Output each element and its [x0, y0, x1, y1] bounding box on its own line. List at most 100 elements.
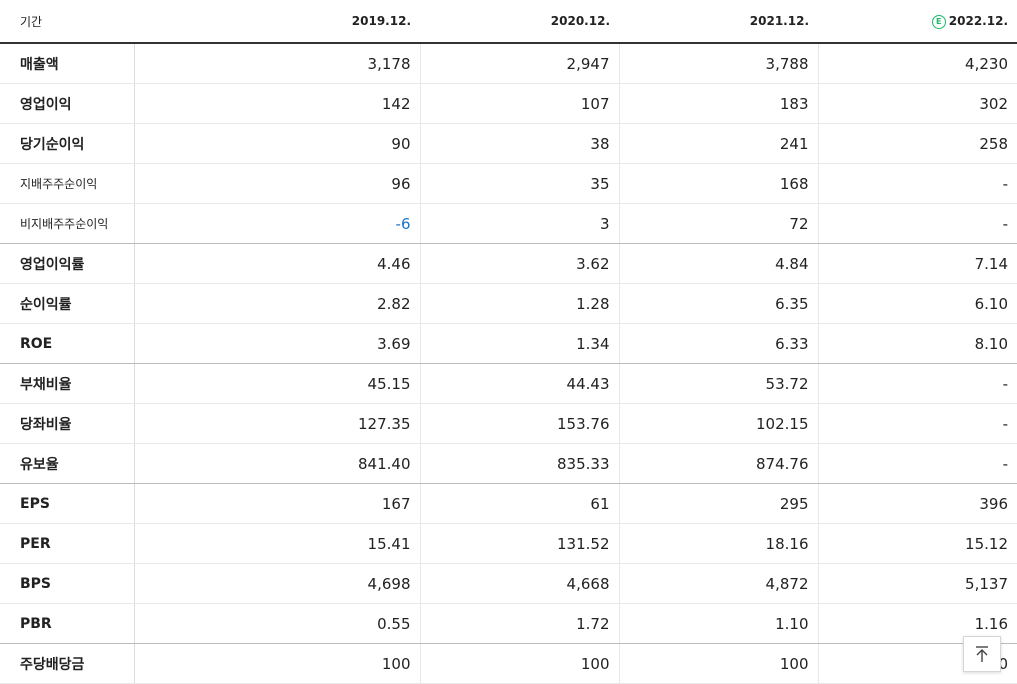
year-header-label: 2022.12. [948, 13, 1008, 28]
table-cell: - [817, 443, 1017, 484]
table-row: 부채비율 45.15 44.43 53.72 - [0, 363, 1017, 404]
table-row: 당기순이익 90 38 241 258 [0, 123, 1017, 164]
table-cell: 4.84 [618, 243, 818, 284]
table-cell: 45.15 [133, 363, 420, 404]
row-label: EPS [0, 483, 135, 524]
table-cell: 0.55 [133, 603, 420, 644]
table-row: 비지배주주순이익 -6 3 72 - [0, 203, 1017, 244]
row-label: 주당배당금 [0, 643, 135, 684]
table-cell: 35 [419, 163, 619, 204]
row-label: 당기순이익 [0, 123, 135, 164]
table-cell: 4,872 [618, 563, 818, 604]
table-cell: 107 [419, 83, 619, 124]
table-cell: 302 [817, 83, 1017, 124]
table-cell: 168 [618, 163, 818, 204]
scroll-to-top-button[interactable] [963, 636, 1001, 672]
row-label: ROE [0, 323, 135, 364]
table-cell: 4,668 [419, 563, 619, 604]
table-cell: 1.28 [419, 283, 619, 324]
header-row: 기간 2019.12. 2020.12. 2021.12. E 2022.12. [0, 0, 1017, 44]
table-cell: 44.43 [419, 363, 619, 404]
table-cell: 15.12 [817, 523, 1017, 564]
table-cell: 100 [419, 643, 619, 684]
year-header: 2019.12. [134, 0, 420, 44]
table-cell: 5,137 [817, 563, 1017, 604]
row-label: 당좌비율 [0, 403, 135, 444]
table-row: PER 15.41 131.52 18.16 15.12 [0, 523, 1017, 564]
table-cell: 2,947 [419, 43, 619, 84]
table-cell: 38 [419, 123, 619, 164]
table-cell: 1.34 [419, 323, 619, 364]
table-cell: 8.10 [817, 323, 1017, 364]
row-label: 영업이익 [0, 83, 135, 124]
table-cell: - [817, 363, 1017, 404]
table-cell: 6.33 [618, 323, 818, 364]
table-cell: 100 [618, 643, 818, 684]
table-row: 당좌비율 127.35 153.76 102.15 - [0, 403, 1017, 444]
table-cell: 90 [133, 123, 420, 164]
table-cell: 96 [133, 163, 420, 204]
table-cell: - [817, 203, 1017, 244]
table-cell: 3,788 [618, 43, 818, 84]
table-cell: 4.46 [133, 243, 420, 284]
row-label: PER [0, 523, 135, 564]
table-cell: 61 [419, 483, 619, 524]
row-label: 지배주주순이익 [0, 163, 135, 204]
table-cell: 183 [618, 83, 818, 124]
table-row: ROE 3.69 1.34 6.33 8.10 [0, 323, 1017, 364]
row-label: 부채비율 [0, 363, 135, 404]
table-cell: 18.16 [618, 523, 818, 564]
table-row: PBR 0.55 1.72 1.10 1.16 [0, 603, 1017, 644]
table-cell: 127.35 [133, 403, 420, 444]
table-cell: 1.10 [618, 603, 818, 644]
table-cell: 3.62 [419, 243, 619, 284]
period-header: 기간 [0, 0, 134, 44]
table-row: 지배주주순이익 96 35 168 - [0, 163, 1017, 204]
table-cell: 3,178 [133, 43, 420, 84]
table-cell: 131.52 [419, 523, 619, 564]
table-cell: 3.69 [133, 323, 420, 364]
estimate-icon: E [931, 14, 946, 29]
row-label: 비지배주주순이익 [0, 203, 135, 244]
table-cell: - [817, 163, 1017, 204]
table-cell: 295 [618, 483, 818, 524]
table-cell: 241 [618, 123, 818, 164]
table-cell: 15.41 [133, 523, 420, 564]
year-header-estimate: E 2022.12. [818, 0, 1017, 44]
table-cell: 396 [817, 483, 1017, 524]
table-cell: 841.40 [133, 443, 420, 484]
row-label: 순이익률 [0, 283, 135, 324]
table-row: 유보율 841.40 835.33 874.76 - [0, 443, 1017, 484]
table-cell: 4,698 [133, 563, 420, 604]
table-cell: 4,230 [817, 43, 1017, 84]
table-row: BPS 4,698 4,668 4,872 5,137 [0, 563, 1017, 604]
table-row: 영업이익 142 107 183 302 [0, 83, 1017, 124]
table-cell: 874.76 [618, 443, 818, 484]
table-cell: 2.82 [133, 283, 420, 324]
table-cell: 7.14 [817, 243, 1017, 284]
table-row: 주당배당금 100 100 100 0 [0, 643, 1017, 684]
table-row: 순이익률 2.82 1.28 6.35 6.10 [0, 283, 1017, 324]
table-cell: 72 [618, 203, 818, 244]
row-label: 매출액 [0, 43, 135, 84]
table-cell: 53.72 [618, 363, 818, 404]
row-label: 유보율 [0, 443, 135, 484]
year-header: 2021.12. [619, 0, 818, 44]
table-cell: 153.76 [419, 403, 619, 444]
year-header: 2020.12. [420, 0, 619, 44]
table-cell: - [817, 403, 1017, 444]
row-label: 영업이익률 [0, 243, 135, 284]
table-cell: 100 [133, 643, 420, 684]
table-cell-negative: -6 [133, 203, 420, 244]
table-cell: 1.72 [419, 603, 619, 644]
table-cell: 102.15 [618, 403, 818, 444]
table-row: 영업이익률 4.46 3.62 4.84 7.14 [0, 243, 1017, 284]
table-cell: 258 [817, 123, 1017, 164]
table-cell: 6.35 [618, 283, 818, 324]
table-cell: 835.33 [419, 443, 619, 484]
table-cell: 3 [419, 203, 619, 244]
table-cell: 6.10 [817, 283, 1017, 324]
table-row: 매출액 3,178 2,947 3,788 4,230 [0, 43, 1017, 84]
table-row: EPS 167 61 295 396 [0, 483, 1017, 524]
